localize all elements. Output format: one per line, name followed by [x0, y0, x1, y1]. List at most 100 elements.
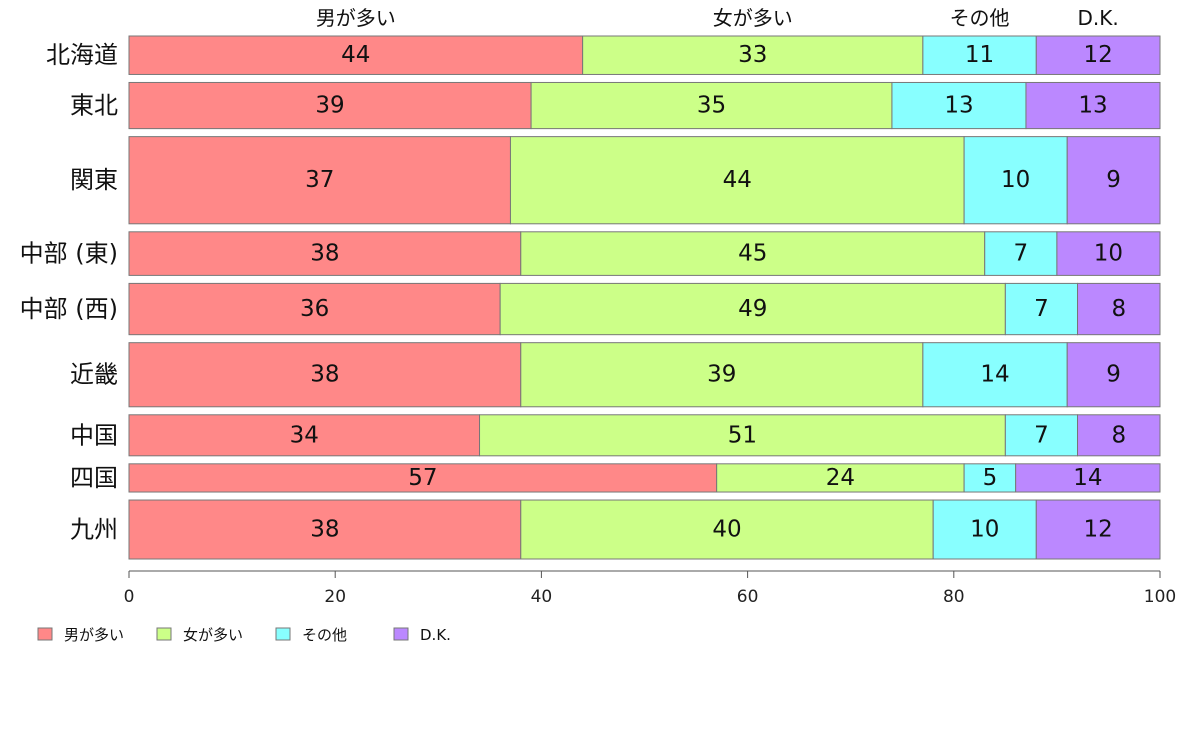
bar-segment [1025, 81, 1161, 130]
bar-segment [922, 342, 1068, 408]
bars: 44 33 11 12 39 35 13 13 37 44 10 9 38 45 7 10 36 49 7 8 38 39… [128, 35, 1161, 560]
bar-segment [520, 231, 986, 276]
category-label: 中部 (東) [20, 240, 118, 268]
legend-swatch [37, 627, 53, 641]
legend: 男が多い 女が多い その他 D.K. [37, 626, 451, 644]
data-label: 10 [1001, 167, 1030, 193]
data-label: 11 [965, 42, 994, 68]
column-label: その他 [950, 6, 1010, 30]
data-label: 13 [944, 93, 973, 119]
category-label: 四国 [70, 464, 118, 492]
data-label: 51 [728, 422, 757, 448]
tick-label: 100 [1144, 587, 1176, 607]
bar-segment [1035, 35, 1161, 75]
data-label: 7 [1013, 241, 1028, 267]
tick-label: 60 [737, 587, 759, 607]
data-label: 38 [310, 517, 339, 543]
data-label: 9 [1106, 167, 1121, 193]
bar-segment [1066, 342, 1161, 408]
bar-segment [128, 35, 584, 75]
bar-segment [520, 342, 924, 408]
bar-segment [1077, 282, 1161, 336]
bar-segment [891, 81, 1027, 130]
legend-label: D.K. [420, 626, 451, 644]
data-label: 39 [707, 362, 736, 388]
data-label: 12 [1083, 42, 1112, 68]
data-label: 8 [1111, 296, 1126, 322]
column-label: 男が多い [316, 6, 396, 30]
bar-segment [1056, 231, 1161, 276]
data-label: 24 [826, 465, 855, 491]
x-axis: 0 20 40 60 80 100 [124, 570, 1176, 607]
data-label: 35 [697, 93, 726, 119]
data-label: 7 [1034, 422, 1049, 448]
column-label: D.K. [1078, 6, 1119, 30]
data-label: 36 [300, 296, 329, 322]
bar-segment [963, 463, 1017, 493]
category-label: 中部 (西) [20, 295, 118, 323]
bar-segment [520, 499, 934, 560]
bar-segment [128, 463, 718, 493]
legend-label: その他 [302, 626, 347, 644]
data-label: 33 [738, 42, 767, 68]
bar-segment [1066, 136, 1161, 225]
data-label: 9 [1106, 362, 1121, 388]
bar-segment [1004, 282, 1079, 336]
category-label: 近畿 [70, 361, 118, 389]
data-label: 10 [1094, 241, 1123, 267]
legend-swatch [275, 627, 291, 641]
category-label: 関東 [70, 166, 118, 194]
data-label: 5 [983, 465, 998, 491]
bar-segment [128, 136, 511, 225]
tick-label: 0 [124, 587, 135, 607]
column-label: 女が多い [713, 6, 793, 30]
bar-segment [530, 81, 893, 130]
data-label: 34 [290, 422, 319, 448]
bar-segment [1015, 463, 1161, 493]
bar-segment [499, 282, 1006, 336]
legend-swatch [156, 627, 172, 641]
data-label: 10 [970, 517, 999, 543]
bar-segment [1077, 414, 1161, 457]
data-label: 40 [712, 517, 741, 543]
bar-segment [128, 81, 532, 130]
data-label: 12 [1083, 517, 1112, 543]
category-label: 九州 [70, 516, 118, 544]
bar-segment [128, 282, 501, 336]
data-label: 38 [310, 362, 339, 388]
category-label: 東北 [70, 92, 118, 120]
data-label: 13 [1078, 93, 1107, 119]
data-label: 37 [305, 167, 334, 193]
legend-swatch [393, 627, 409, 641]
bar-segment [922, 35, 1037, 75]
data-label: 44 [341, 42, 370, 68]
bar-segment [1035, 499, 1161, 560]
category-label: 中国 [70, 421, 118, 449]
bar-segment [128, 231, 522, 276]
legend-label: 女が多い [183, 626, 243, 644]
bar-segment [582, 35, 924, 75]
data-label: 49 [738, 296, 767, 322]
tick-label: 20 [324, 587, 346, 607]
bar-segment [509, 136, 965, 225]
data-label: 45 [738, 241, 767, 267]
data-label: 14 [980, 362, 1009, 388]
bar-segment [1004, 414, 1079, 457]
legend-label: 男が多い [64, 626, 124, 644]
data-label: 57 [408, 465, 437, 491]
data-label: 39 [315, 93, 344, 119]
tick-label: 80 [943, 587, 965, 607]
data-label: 38 [310, 241, 339, 267]
tick-label: 40 [531, 587, 553, 607]
data-label: 8 [1111, 422, 1126, 448]
category-label: 北海道 [46, 41, 118, 69]
data-label: 7 [1034, 296, 1049, 322]
bar-segment [128, 414, 481, 457]
data-label: 44 [723, 167, 752, 193]
column-labels: 男が多い 女が多い その他 D.K. [316, 6, 1119, 30]
data-label: 14 [1073, 465, 1102, 491]
bar-segment [128, 342, 522, 408]
bar-segment [932, 499, 1037, 560]
